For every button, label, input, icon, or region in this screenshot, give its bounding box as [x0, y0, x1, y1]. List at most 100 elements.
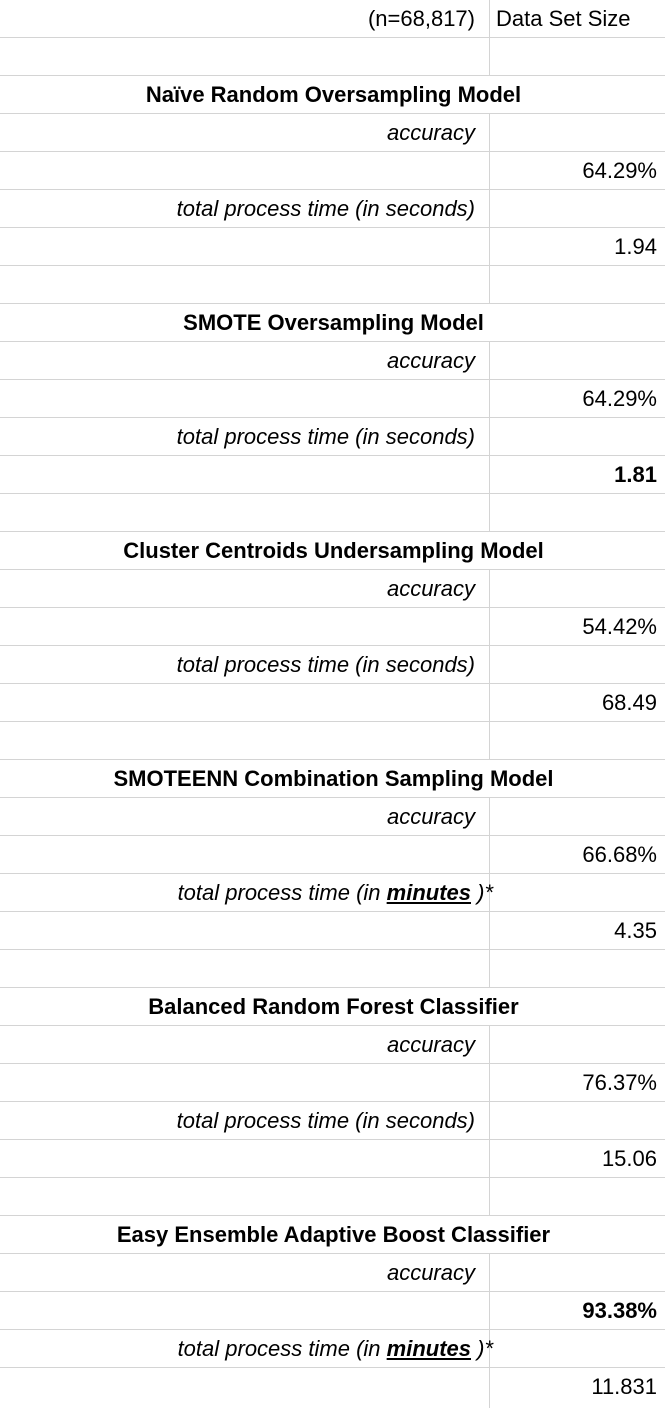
time-value: 4.35 [614, 918, 657, 943]
time-value: 1.94 [614, 234, 657, 259]
cell-b[interactable] [489, 1026, 665, 1064]
cell-a[interactable] [0, 1140, 489, 1178]
cell-a[interactable]: accuracy [0, 1026, 489, 1064]
cell-b[interactable]: 64.29% [489, 380, 665, 418]
cell-b[interactable] [489, 950, 665, 988]
cell-b[interactable]: 15.06 [489, 1140, 665, 1178]
cell-a[interactable]: total process time (in seconds) [0, 190, 489, 228]
cell-a[interactable] [0, 1064, 489, 1102]
cell-a[interactable]: Naïve Random Oversampling Model [0, 76, 665, 114]
cell-a[interactable]: Balanced Random Forest Classifier [0, 988, 665, 1026]
time-value-row: 11.831 [0, 1368, 665, 1408]
accuracy-value-row: 93.38% [0, 1292, 665, 1330]
time-value-row: 68.49 [0, 684, 665, 722]
time-label-row: total process time (in seconds) [0, 190, 665, 228]
cell-a[interactable]: total process time (in seconds) [0, 646, 489, 684]
cell-a[interactable]: Cluster Centroids Undersampling Model [0, 532, 665, 570]
cell-a[interactable] [0, 152, 489, 190]
cell-b[interactable]: 54.42% [489, 608, 665, 646]
time-label-row: total process time (in seconds) [0, 418, 665, 456]
cell-a[interactable]: accuracy [0, 114, 489, 152]
cell-a[interactable] [0, 950, 489, 988]
cell-b[interactable]: 1.81 [489, 456, 665, 494]
cell-b[interactable] [489, 114, 665, 152]
cell-b[interactable]: 68.49 [489, 684, 665, 722]
cell-a[interactable]: accuracy [0, 1254, 489, 1292]
cell-b[interactable]: Data Set Size [489, 0, 665, 38]
cell-b[interactable] [489, 722, 665, 760]
cell-b[interactable] [489, 190, 665, 228]
cell-a[interactable] [0, 1292, 489, 1330]
cell-a[interactable] [0, 1368, 489, 1408]
cell-a[interactable]: total process time (in seconds) [0, 1102, 489, 1140]
cell-b[interactable]: 93.38% [489, 1292, 665, 1330]
cell-b[interactable]: 76.37% [489, 1064, 665, 1102]
accuracy-label-row: accuracy [0, 342, 665, 380]
cell-b[interactable] [489, 418, 665, 456]
accuracy-value: 64.29% [582, 158, 657, 183]
cell-a[interactable] [0, 1178, 489, 1216]
time-label: total process time (in seconds) [176, 424, 475, 449]
cell-b[interactable] [489, 874, 665, 912]
cell-a[interactable]: SMOTEENN Combination Sampling Model [0, 760, 665, 798]
cell-a[interactable] [0, 494, 489, 532]
cell-a[interactable]: accuracy [0, 342, 489, 380]
model-title: Naïve Random Oversampling Model [145, 82, 522, 107]
cell-a[interactable] [0, 228, 489, 266]
cell-b[interactable] [489, 1330, 665, 1368]
cell-b[interactable] [489, 798, 665, 836]
cell-a[interactable] [0, 266, 489, 304]
cell-b[interactable]: 11.831 [489, 1368, 665, 1408]
cell-a[interactable]: accuracy [0, 798, 489, 836]
cell-b[interactable] [489, 342, 665, 380]
cell-a[interactable]: total process time (in seconds) [0, 418, 489, 456]
cell-b[interactable] [489, 570, 665, 608]
time-label-suffix: )* [471, 880, 493, 905]
cell-a[interactable]: total process time (in minutes )* [0, 1330, 493, 1368]
header-row: (n=68,817) Data Set Size [0, 0, 665, 38]
time-label-row: total process time (in seconds) [0, 646, 665, 684]
cell-b[interactable] [489, 266, 665, 304]
cell-b[interactable]: 4.35 [489, 912, 665, 950]
cell-a[interactable]: Easy Ensemble Adaptive Boost Classifier [0, 1216, 665, 1254]
cell-a[interactable] [0, 722, 489, 760]
accuracy-label: accuracy [386, 1260, 475, 1285]
time-label-prefix: total process time (in [177, 1336, 387, 1361]
model-title-row: Easy Ensemble Adaptive Boost Classifier [0, 1216, 665, 1254]
model-title-row: Cluster Centroids Undersampling Model [0, 532, 665, 570]
cell-a[interactable] [0, 912, 489, 950]
cell-a[interactable]: (n=68,817) [0, 0, 489, 38]
cell-a[interactable] [0, 684, 489, 722]
cell-a[interactable] [0, 608, 489, 646]
accuracy-label: accuracy [386, 348, 475, 373]
time-label-row: total process time (in minutes )* [0, 1330, 665, 1368]
cell-b[interactable] [489, 1178, 665, 1216]
accuracy-label-row: accuracy [0, 570, 665, 608]
cell-a[interactable] [0, 380, 489, 418]
accuracy-label-row: accuracy [0, 1026, 665, 1064]
blank-row [0, 950, 665, 988]
cell-a[interactable]: accuracy [0, 570, 489, 608]
time-value: 1.81 [614, 462, 657, 487]
cell-a[interactable]: SMOTE Oversampling Model [0, 304, 665, 342]
cell-a[interactable]: total process time (in minutes )* [0, 874, 493, 912]
cell-b[interactable] [489, 1102, 665, 1140]
cell-a[interactable] [0, 38, 489, 76]
cell-b[interactable] [489, 646, 665, 684]
cell-b[interactable]: 1.94 [489, 228, 665, 266]
cell-b[interactable] [489, 494, 665, 532]
cell-b[interactable] [489, 38, 665, 76]
time-label: total process time (in seconds) [176, 1108, 475, 1133]
accuracy-value: 76.37% [582, 1070, 657, 1095]
cell-b[interactable]: 66.68% [489, 836, 665, 874]
accuracy-label: accuracy [386, 576, 475, 601]
time-label: total process time (in seconds) [176, 196, 475, 221]
accuracy-label: accuracy [386, 120, 475, 145]
cell-b[interactable] [489, 1254, 665, 1292]
cell-b[interactable]: 64.29% [489, 152, 665, 190]
cell-a[interactable] [0, 836, 489, 874]
model-title: Easy Ensemble Adaptive Boost Classifier [116, 1222, 551, 1247]
cell-a[interactable] [0, 456, 489, 494]
time-label-row: total process time (in seconds) [0, 1102, 665, 1140]
blank-row [0, 266, 665, 304]
